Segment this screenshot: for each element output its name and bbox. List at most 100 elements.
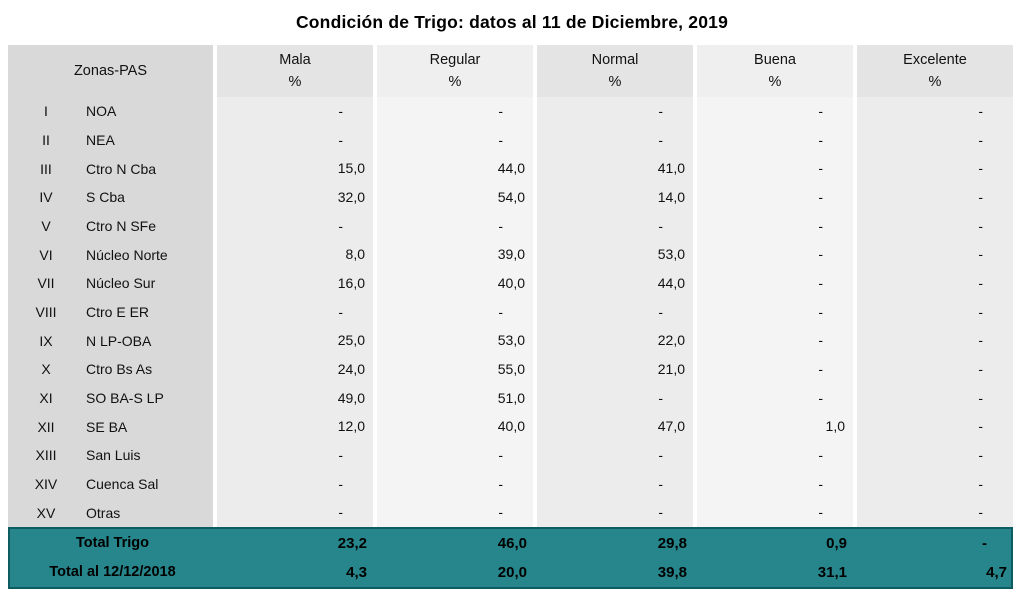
zone-cell: VII Núcleo Sur [8, 268, 213, 298]
zone-name: SO BA-S LP [86, 389, 164, 406]
value-cell: 12,0 [213, 412, 373, 441]
value-cell: - [693, 297, 853, 327]
zone-cell: I NOA [8, 97, 213, 126]
total-value-cell: 29,8 [657, 534, 687, 552]
zone-numeral: XII [37, 418, 55, 435]
value-cell: - [853, 469, 1013, 499]
column-header-unit: % [448, 74, 462, 90]
zone-numeral: XV [36, 504, 56, 521]
zone-cell: XII SE BA [8, 412, 213, 441]
zone-name: San Luis [86, 447, 141, 464]
value-cell: - [213, 97, 373, 126]
value-cell: - [213, 469, 373, 499]
zone-cell: IV S Cba [8, 182, 213, 212]
column-header-unit: % [288, 74, 302, 90]
zone-numeral: XIV [34, 475, 58, 492]
table-row: IX N LP-OBA 25,0 53,0 22,0- - [8, 326, 1013, 355]
zone-numeral: X [41, 361, 51, 378]
value-cell: - [853, 412, 1013, 441]
value-cell: - [853, 154, 1013, 183]
value-cell: - [373, 498, 533, 527]
total-value-cell: 23,2 [337, 534, 367, 552]
table-row: V Ctro N SFe - - - - - [8, 211, 1013, 241]
column-header-label: Excelente [903, 52, 967, 68]
value-cell: - [853, 211, 1013, 241]
value-cell: 44,0 [373, 154, 533, 183]
total-value-cell: 0,9 [826, 534, 847, 552]
table-row: XI SO BA-S LP 49,0 51,0- - - [8, 383, 1013, 413]
table-row: III Ctro N Cba 15,0 44,0 41,0- - [8, 154, 1013, 183]
total-row-label: Total Trigo [75, 534, 150, 551]
column-header-excelente: Excelente% [853, 45, 1013, 97]
value-cell: - [373, 469, 533, 499]
value-cell: - [853, 440, 1013, 470]
value-cell: - [693, 326, 853, 355]
total-value-cell: - [982, 534, 987, 552]
value-cell: - [533, 97, 693, 126]
value-cell: - [533, 297, 693, 327]
zone-cell: VI Núcleo Norte [8, 240, 213, 269]
zone-cell: IX N LP-OBA [8, 326, 213, 355]
value-cell: - [853, 97, 1013, 126]
zone-name: N LP-OBA [86, 332, 152, 349]
table-row: IV S Cba 32,0 54,0 14,0- - [8, 182, 1013, 212]
zone-column-header: Zonas-PAS [8, 45, 213, 97]
total-value-cell: 39,8 [657, 563, 687, 581]
value-cell: - [213, 440, 373, 470]
value-cell: 22,0 [533, 326, 693, 355]
zone-numeral: VIII [35, 303, 57, 320]
table-row: VIII Ctro E ER - - - - - [8, 297, 1013, 327]
page-title: Condición de Trigo: datos al 11 de Dicie… [295, 12, 729, 32]
zone-name: Ctro N SFe [86, 217, 157, 234]
value-cell: - [213, 297, 373, 327]
total-value-cell: 31,1 [817, 563, 847, 581]
value-cell: - [693, 383, 853, 413]
total-row-label: Total al 12/12/2018 [49, 563, 176, 580]
column-header-label: Normal [591, 52, 639, 68]
value-cell: - [213, 498, 373, 527]
value-cell: - [533, 211, 693, 241]
zone-cell: XIII San Luis [8, 440, 213, 470]
value-cell: 51,0 [373, 383, 533, 413]
zone-name: NEA [86, 131, 115, 148]
value-cell: - [853, 240, 1013, 269]
zone-name: Ctro N Cba [86, 160, 157, 177]
value-cell: - [693, 268, 853, 298]
zone-numeral: I [44, 103, 48, 120]
column-header-unit: % [928, 74, 942, 90]
value-cell: - [533, 498, 693, 527]
value-cell: - [693, 440, 853, 470]
value-cell: 55,0 [373, 354, 533, 384]
value-cell: - [853, 125, 1013, 155]
totals-block: Total Trigo 23,2 46,0 29,8 0,9 - Total al 12/1… [8, 526, 1013, 589]
column-header-mala: Mala% [213, 45, 373, 97]
value-cell: - [213, 125, 373, 155]
table-row: XIV Cuenca Sal - - - - - [8, 469, 1013, 499]
zone-cell: XIV Cuenca Sal [8, 469, 213, 499]
zone-name: Ctro Bs As [86, 361, 153, 378]
zone-name: Núcleo Sur [86, 275, 156, 292]
zone-name: Cuenca Sal [86, 475, 159, 492]
value-cell: - [533, 383, 693, 413]
value-cell: 54,0 [373, 182, 533, 212]
zone-numeral: XI [39, 389, 53, 406]
zone-name: NOA [86, 103, 117, 120]
value-cell: 49,0 [213, 383, 373, 413]
value-cell: - [853, 354, 1013, 384]
value-cell: 8,0 [213, 240, 373, 269]
value-cell: - [853, 268, 1013, 298]
zone-cell: V Ctro N SFe [8, 211, 213, 241]
value-cell: - [373, 97, 533, 126]
value-cell: 16,0 [213, 268, 373, 298]
column-header-label: Buena [754, 52, 796, 68]
zone-cell: VIII Ctro E ER [8, 297, 213, 327]
value-cell: 39,0 [373, 240, 533, 269]
value-cell: - [693, 240, 853, 269]
value-cell: - [373, 125, 533, 155]
zone-cell: X Ctro Bs As [8, 354, 213, 384]
table-row: XV Otras - - - - - [8, 498, 1013, 527]
zone-numeral: XIII [35, 447, 57, 464]
column-header-regular: Regular% [373, 45, 533, 97]
value-cell: - [853, 498, 1013, 527]
